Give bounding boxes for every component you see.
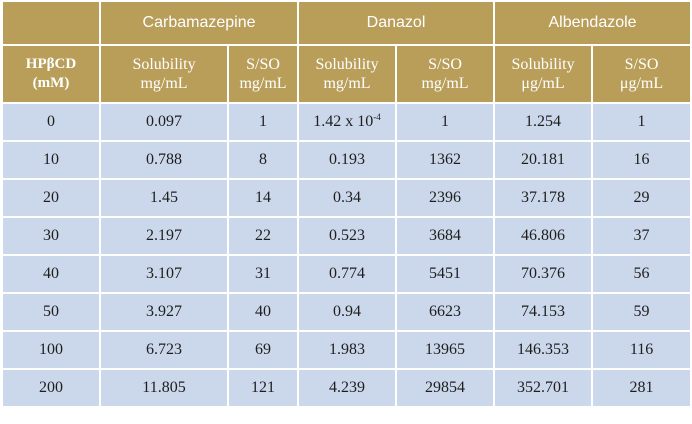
table-cell: 69	[226, 330, 300, 370]
table-cell: 11.805	[99, 368, 229, 408]
header-line: mg/mL	[140, 75, 188, 92]
row-label-cell: 100	[1, 330, 101, 370]
table-cell: 1.45	[99, 178, 229, 218]
table-cell: 14	[226, 178, 300, 218]
solubility-table: Carbamazepine Danazol Albendazole HPβCD …	[1, 0, 692, 408]
table-cell: 37	[591, 216, 692, 256]
table-row: 0 0.097 1 1.42 x 10-4 1 1.254 1	[1, 102, 692, 142]
table-cell: 281	[591, 368, 692, 408]
table-row: 20 1.45 14 0.34 2396 37.178 29	[1, 178, 692, 218]
table-cell: 1.983	[297, 330, 398, 370]
row-label-cell: 200	[1, 368, 101, 408]
column-header-row: HPβCD (mM) Solubility mg/mL S/SO mg/mL Solub…	[1, 44, 692, 104]
table-cell: 46.806	[493, 216, 594, 256]
table-cell: 0.097	[99, 102, 229, 142]
row-label-cell: 30	[1, 216, 101, 256]
header-line: (mM)	[32, 75, 70, 91]
table-cell: 74.153	[493, 292, 594, 332]
table-cell: 116	[591, 330, 692, 370]
table-cell: 29	[591, 178, 692, 218]
table-cell: 6.723	[99, 330, 229, 370]
header-line: μg/mL	[619, 75, 664, 92]
column-header: S/SO mg/mL	[395, 44, 496, 104]
header-line: Solubility	[132, 56, 196, 73]
table-cell: 13965	[395, 330, 496, 370]
table-row: 200 11.805 121 4.239 29854 352.701 281	[1, 368, 692, 408]
header-line: S/SO	[246, 56, 280, 73]
table-cell: 1	[591, 102, 692, 142]
table-cell: 0.774	[297, 254, 398, 294]
table-cell: 3.927	[99, 292, 229, 332]
table-cell: 8	[226, 140, 300, 180]
table-cell: 56	[591, 254, 692, 294]
header-line: Solubility	[511, 56, 575, 73]
table-cell: 2396	[395, 178, 496, 218]
table-body: 0 0.097 1 1.42 x 10-4 1 1.254 1 10 0.788 8 0.193 13…	[1, 102, 692, 408]
column-header: S/SO mg/mL	[226, 44, 300, 104]
table-cell: 2.197	[99, 216, 229, 256]
header-line: Solubility	[315, 56, 379, 73]
table-cell: 6623	[395, 292, 496, 332]
hpbcd-column-header: HPβCD (mM)	[1, 44, 101, 104]
header-line: S/SO	[624, 56, 659, 73]
table-cell: 0.523	[297, 216, 398, 256]
drug-header-row: Carbamazepine Danazol Albendazole	[1, 0, 692, 46]
header-line: S/SO	[428, 56, 462, 73]
table-cell: 37.178	[493, 178, 594, 218]
drug-header: Danazol	[297, 0, 496, 46]
table-cell: 352.701	[493, 368, 594, 408]
table-cell: 29854	[395, 368, 496, 408]
table-row: 100 6.723 69 1.983 13965 146.353 116	[1, 330, 692, 370]
header-line: μg/mL	[521, 75, 565, 92]
table-row: 40 3.107 31 0.774 5451 70.376 56	[1, 254, 692, 294]
row-label-cell: 0	[1, 102, 101, 142]
table-cell: 146.353	[493, 330, 594, 370]
table-cell: 31	[226, 254, 300, 294]
table-row: 50 3.927 40 0.94 6623 74.153 59	[1, 292, 692, 332]
table-cell: 3.107	[99, 254, 229, 294]
column-header: Solubility μg/mL	[493, 44, 594, 104]
table-row: 10 0.788 8 0.193 1362 20.181 16	[1, 140, 692, 180]
sci-exponent: -4	[373, 112, 381, 122]
table-cell: 0.788	[99, 140, 229, 180]
header-line: mg/mL	[239, 75, 287, 92]
table-row: 30 2.197 22 0.523 3684 46.806 37	[1, 216, 692, 256]
row-label-cell: 10	[1, 140, 101, 180]
row-label-cell: 50	[1, 292, 101, 332]
table-cell: 3684	[395, 216, 496, 256]
table-cell: 5451	[395, 254, 496, 294]
column-header: Solubility mg/mL	[99, 44, 229, 104]
table-cell: 1.254	[493, 102, 594, 142]
table-cell: 1362	[395, 140, 496, 180]
drug-header: Carbamazepine	[98, 0, 300, 46]
row-label-cell: 40	[1, 254, 101, 294]
row-label-cell: 20	[1, 178, 101, 218]
table-cell: 4.239	[297, 368, 398, 408]
sci-base: 1.42 x 10	[313, 113, 374, 130]
table-cell: 16	[591, 140, 692, 180]
table-cell: 0.193	[297, 140, 398, 180]
header-line: mg/mL	[421, 75, 469, 92]
table-cell: 0.34	[297, 178, 398, 218]
table-cell: 1	[226, 102, 300, 142]
header-line: mg/mL	[323, 75, 371, 92]
header-line: HPβCD	[25, 56, 77, 72]
column-header: Solubility mg/mL	[297, 44, 398, 104]
corner-cell	[1, 0, 101, 46]
table-cell: 1	[395, 102, 496, 142]
table-cell: 70.376	[493, 254, 594, 294]
table-cell: 1.42 x 10-4	[297, 102, 398, 142]
table-cell: 121	[226, 368, 300, 408]
table-cell: 20.181	[493, 140, 594, 180]
table-cell: 59	[591, 292, 692, 332]
table-cell: 0.94	[297, 292, 398, 332]
drug-header: Albendazole	[493, 0, 692, 46]
column-header: S/SO μg/mL	[591, 44, 692, 104]
table-cell: 22	[226, 216, 300, 256]
table-cell: 40	[226, 292, 300, 332]
